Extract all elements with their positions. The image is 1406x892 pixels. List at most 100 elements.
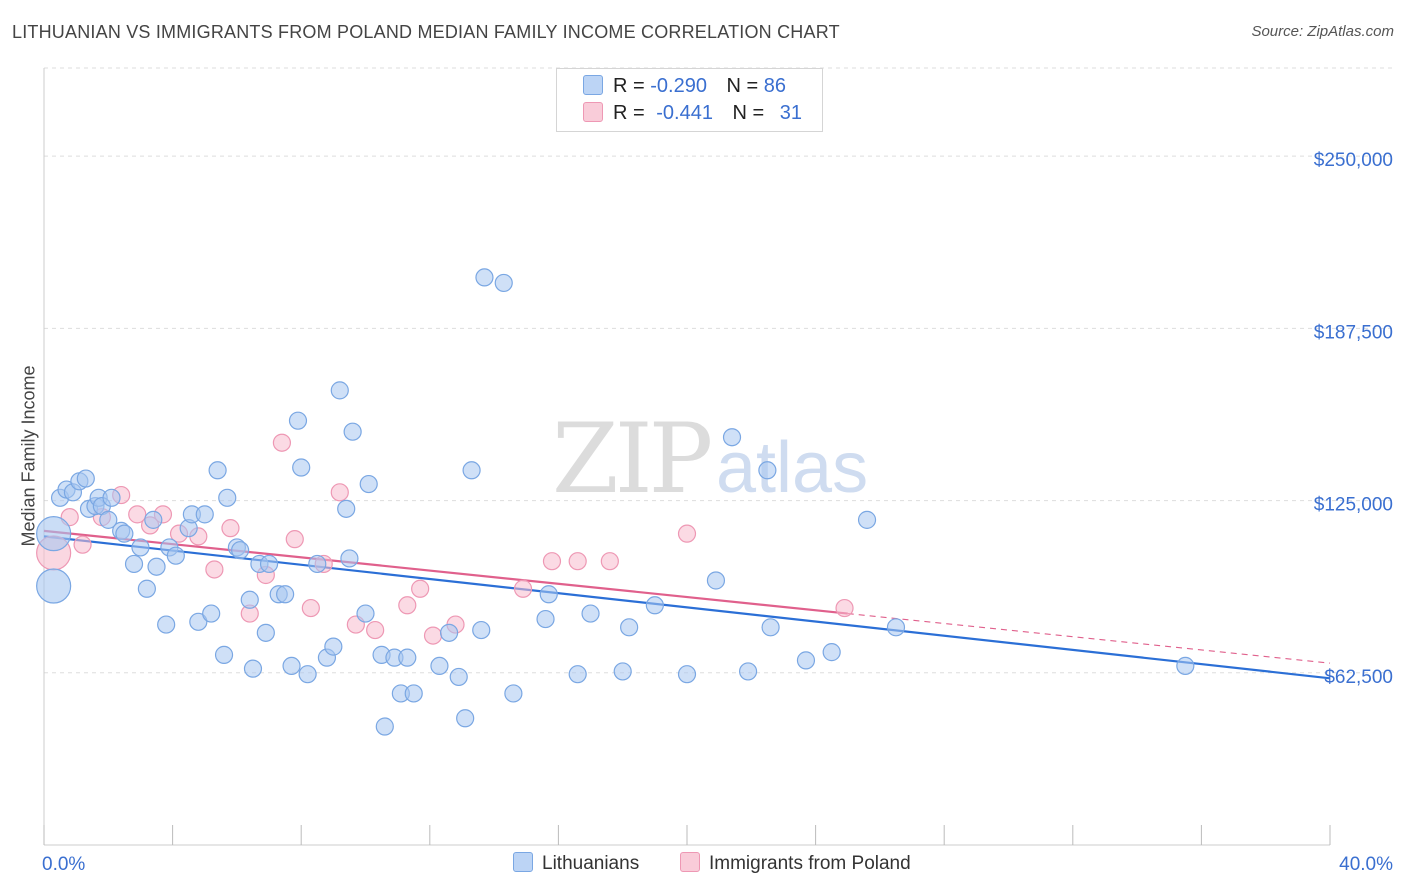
point-lithuanians bbox=[99, 510, 118, 529]
point-lithuanians bbox=[439, 623, 459, 642]
point-lithuanians bbox=[375, 717, 394, 736]
point-lithuanians bbox=[822, 643, 841, 662]
point-immigrants-from-poland bbox=[301, 598, 320, 618]
point-lithuanians bbox=[706, 571, 726, 590]
bottom-legend-lithuanians: Lithuanians bbox=[513, 852, 639, 875]
point-immigrants-from-poland bbox=[398, 596, 417, 615]
watermark: ZIP atlas bbox=[552, 403, 868, 515]
x-ticks bbox=[43, 825, 1331, 845]
point-lithuanians bbox=[131, 538, 150, 557]
point-immigrants-from-poland bbox=[330, 483, 349, 502]
bottom-legend-swatch-pink bbox=[680, 852, 700, 872]
bottom-legend-label: Immigrants from Poland bbox=[709, 853, 911, 874]
point-immigrants-from-poland bbox=[411, 579, 430, 598]
point-lithuanians bbox=[330, 381, 349, 400]
point-lithuanians bbox=[189, 612, 208, 631]
bottom-legend-poland: Immigrants from Poland bbox=[680, 852, 911, 875]
point-lithuanians bbox=[475, 268, 494, 287]
point-lithuanians bbox=[288, 411, 308, 430]
watermark-atlas: atlas bbox=[716, 428, 868, 508]
legend-r-value: -0.290 bbox=[650, 75, 707, 97]
source-label: Source: ZipAtlas.com bbox=[1251, 23, 1394, 40]
point-lithuanians bbox=[504, 684, 523, 703]
point-lithuanians bbox=[539, 585, 558, 604]
point-lithuanians bbox=[137, 579, 156, 598]
bottom-legend-swatch-blue bbox=[513, 852, 533, 872]
legend-swatch-blue bbox=[583, 75, 603, 95]
point-immigrants-from-poland bbox=[272, 433, 292, 452]
point-lithuanians bbox=[536, 609, 555, 629]
point-lithuanians bbox=[208, 461, 227, 480]
bottom-legend-label: Lithuanians bbox=[542, 853, 640, 874]
point-immigrants-from-poland bbox=[73, 535, 92, 554]
point-lithuanians bbox=[218, 488, 237, 507]
point-lithuanians bbox=[404, 684, 423, 703]
y-axis-label: Median Family Income bbox=[18, 365, 39, 547]
point-immigrants-from-poland bbox=[600, 552, 619, 571]
point-immigrants-from-poland bbox=[205, 560, 224, 579]
chart-title: LITHUANIAN VS IMMIGRANTS FROM POLAND MED… bbox=[12, 22, 840, 42]
point-immigrants-from-poland bbox=[513, 579, 533, 598]
point-lithuanians bbox=[282, 656, 301, 676]
point-lithuanians bbox=[124, 554, 144, 574]
point-lithuanians bbox=[613, 662, 632, 681]
point-immigrants-from-poland bbox=[128, 505, 147, 524]
point-lithuanians bbox=[1176, 656, 1195, 676]
point-lithuanians bbox=[202, 604, 221, 623]
x-tick-label-max: 40.0% bbox=[1339, 854, 1393, 875]
point-lithuanians bbox=[308, 554, 327, 574]
point-lithuanians bbox=[337, 499, 356, 518]
point-immigrants-from-poland bbox=[366, 620, 385, 640]
points-lithuanians bbox=[36, 268, 1195, 736]
point-lithuanians bbox=[36, 568, 72, 604]
point-lithuanians bbox=[620, 618, 639, 637]
point-lithuanians bbox=[738, 662, 758, 681]
point-lithuanians bbox=[761, 618, 780, 637]
legend-row-poland: R = -0.441 N = 31 bbox=[583, 102, 802, 125]
point-lithuanians bbox=[796, 651, 816, 670]
legend-r-label: R = bbox=[613, 75, 645, 97]
point-lithuanians bbox=[430, 656, 449, 676]
point-lithuanians bbox=[115, 524, 134, 543]
point-lithuanians bbox=[243, 659, 263, 678]
point-lithuanians bbox=[645, 596, 664, 615]
y-tick-labels: $250,000 $187,500 $125,000 $62,500 bbox=[1314, 150, 1393, 688]
point-immigrants-from-poland bbox=[568, 552, 587, 571]
point-lithuanians bbox=[398, 648, 417, 667]
point-lithuanians bbox=[195, 505, 214, 524]
point-lithuanians bbox=[214, 645, 234, 664]
point-lithuanians bbox=[102, 488, 121, 507]
legend-n-label: N = bbox=[726, 75, 759, 97]
legend-n-value: 86 bbox=[763, 75, 787, 97]
legend-swatch-pink bbox=[583, 102, 603, 122]
legend-r-label: R = bbox=[613, 102, 645, 124]
point-lithuanians bbox=[36, 516, 72, 552]
point-lithuanians bbox=[886, 618, 906, 637]
point-lithuanians bbox=[568, 665, 587, 684]
point-lithuanians bbox=[324, 637, 343, 656]
legend-n-label: N = bbox=[732, 102, 765, 124]
legend-row-lithuanians: R = -0.290 N = 86 bbox=[583, 75, 786, 98]
point-lithuanians bbox=[343, 422, 362, 441]
point-lithuanians bbox=[340, 549, 359, 568]
point-lithuanians bbox=[231, 541, 250, 560]
point-lithuanians bbox=[472, 620, 491, 640]
point-lithuanians bbox=[758, 461, 777, 480]
y-tick-label: $187,500 bbox=[1314, 322, 1393, 343]
point-lithuanians bbox=[240, 590, 259, 609]
point-immigrants-from-poland bbox=[677, 524, 697, 543]
point-immigrants-from-poland bbox=[835, 598, 854, 618]
correlation-legend: R = -0.290 N = 86 R = -0.441 N = 31 bbox=[556, 68, 823, 132]
point-lithuanians bbox=[722, 428, 742, 447]
x-tick-label-min: 0.0% bbox=[42, 854, 85, 875]
point-lithuanians bbox=[76, 469, 95, 488]
point-lithuanians bbox=[462, 461, 481, 480]
point-lithuanians bbox=[857, 510, 877, 529]
trend-line-poland-extension bbox=[847, 612, 1331, 664]
point-immigrants-from-poland bbox=[221, 519, 240, 538]
y-tick-label: $125,000 bbox=[1314, 495, 1393, 516]
legend-n-value: 31 bbox=[779, 102, 803, 124]
y-tick-label: $250,000 bbox=[1314, 150, 1393, 171]
point-lithuanians bbox=[147, 557, 166, 576]
